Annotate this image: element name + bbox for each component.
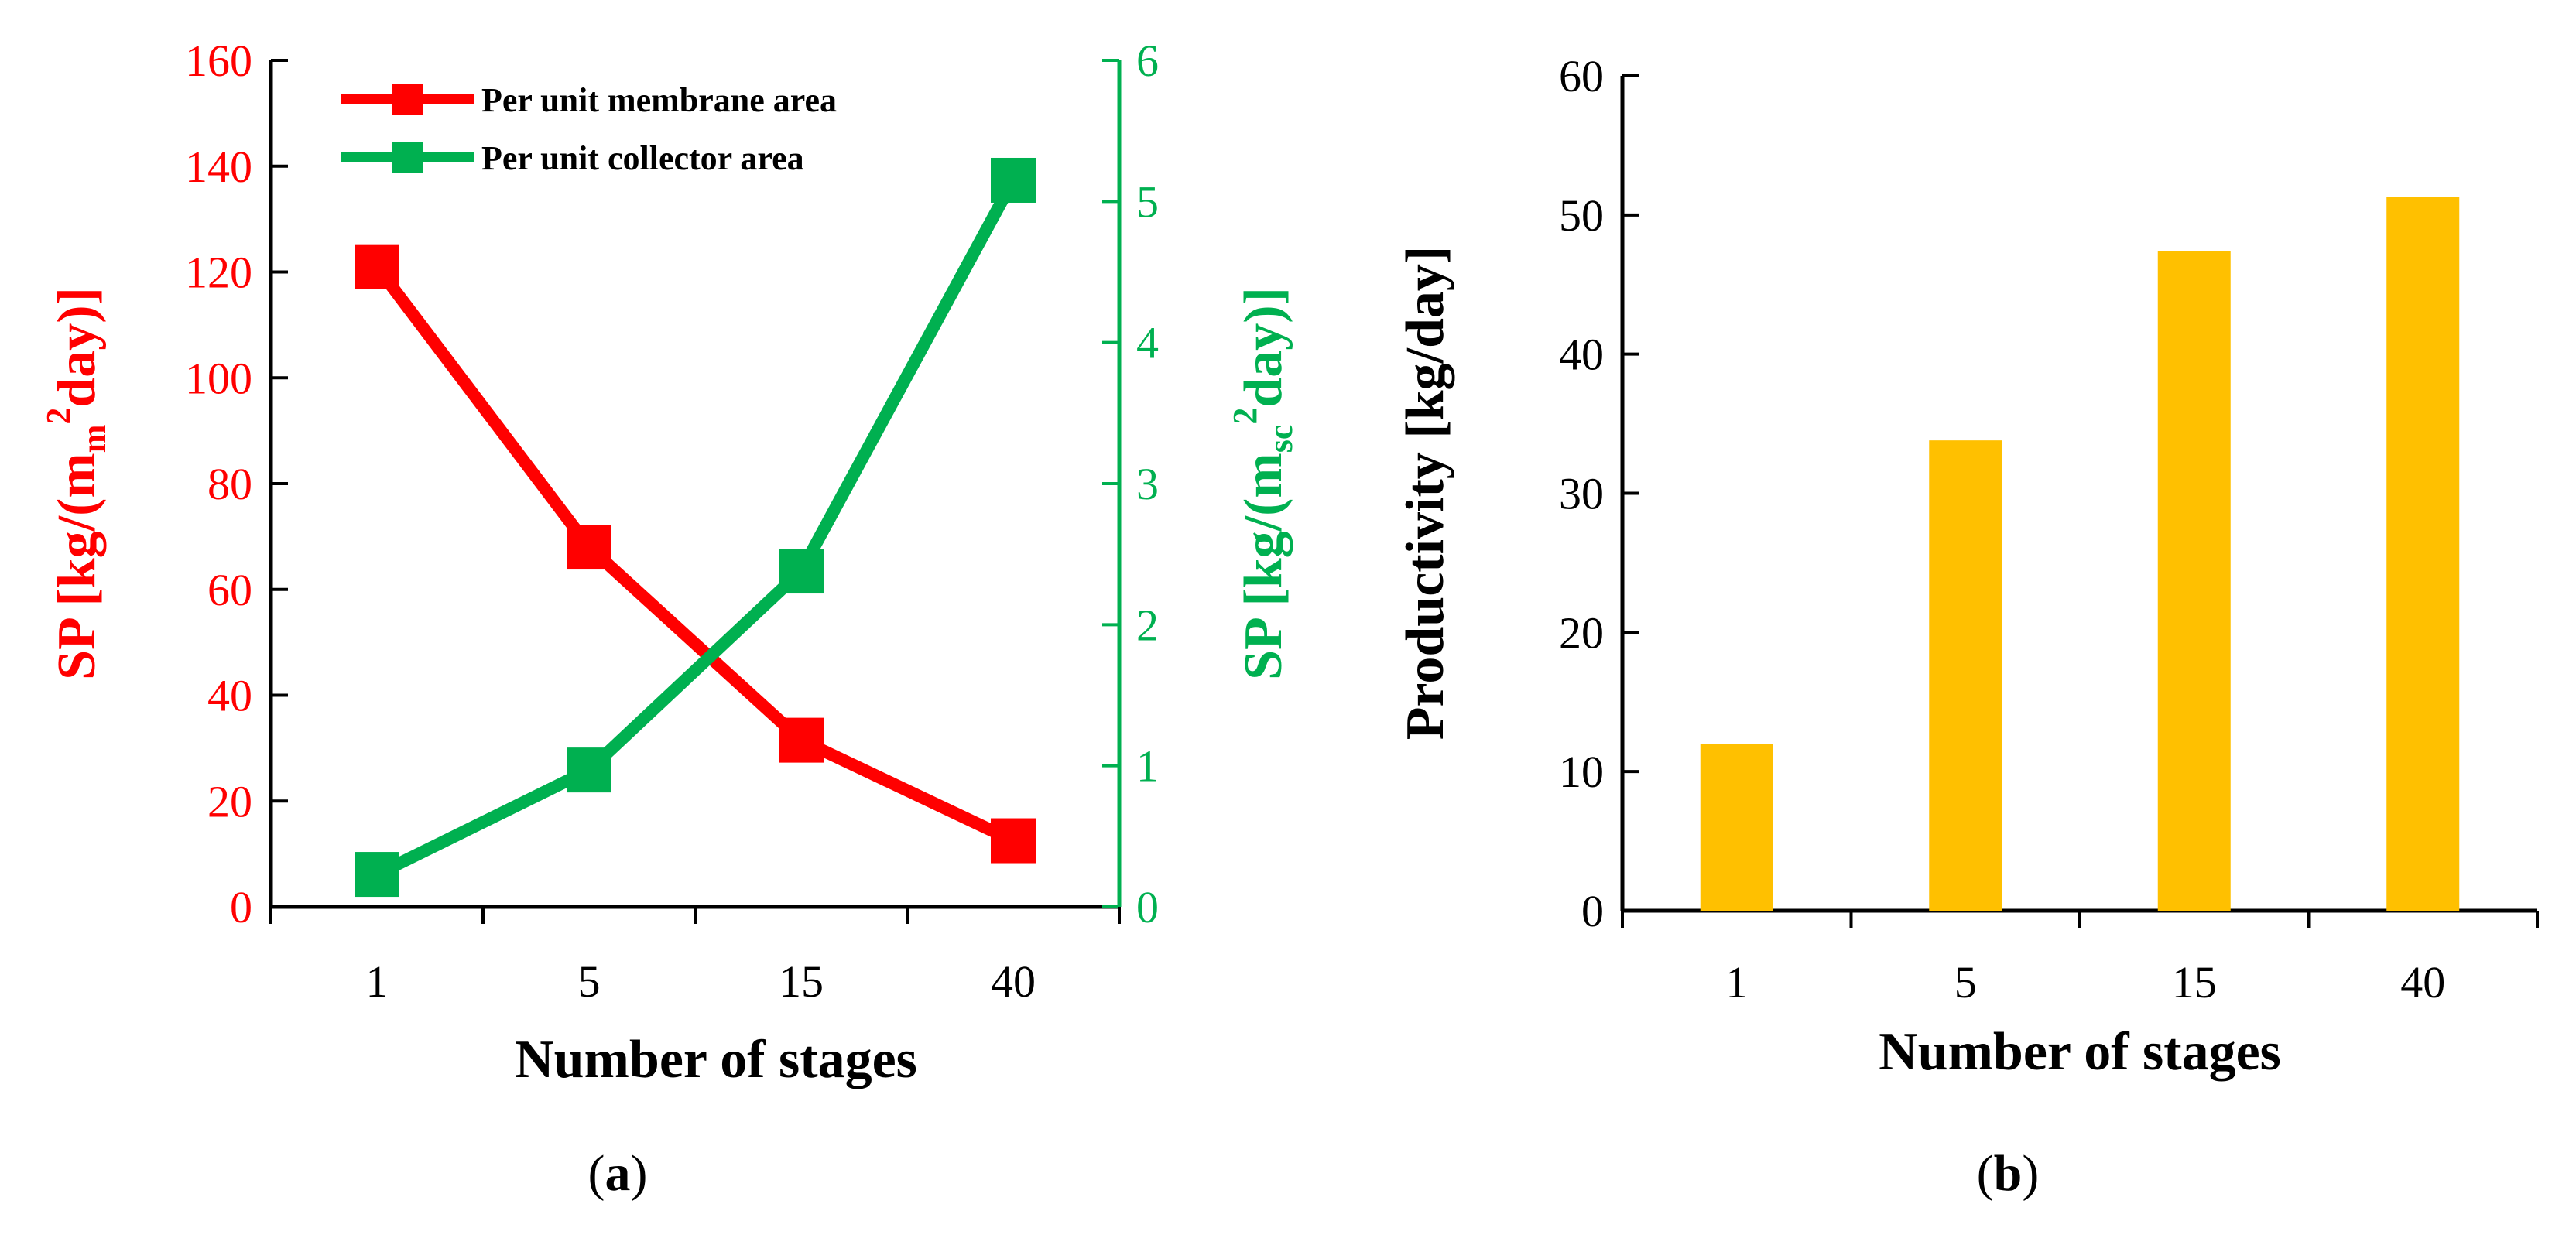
panel-b-label: (b) bbox=[1977, 1145, 2040, 1202]
panel-a-label-open: ( bbox=[588, 1145, 605, 1202]
panel-b-label-letter: b bbox=[1994, 1145, 2023, 1202]
legend-label-collector: Per unit collector area bbox=[481, 139, 804, 177]
left-y-tick-label-160: 160 bbox=[185, 36, 252, 86]
panel-b-x-ticks: 1 5 15 40 bbox=[1621, 911, 2539, 1007]
panel-a-x-tick-label-5: 5 bbox=[578, 956, 601, 1007]
panel-b-y-tick-label-0: 0 bbox=[1581, 886, 1604, 936]
right-y-title-start: SP [kg/(m bbox=[1234, 453, 1293, 680]
panel-b-label-close: ) bbox=[2022, 1145, 2039, 1202]
legend-item-membrane: Per unit membrane area bbox=[341, 81, 837, 119]
series-marker-membrane-1 bbox=[355, 244, 399, 289]
left-y-title-start: SP [kg/(m bbox=[47, 453, 107, 680]
series-marker-membrane-40 bbox=[991, 818, 1036, 864]
series-marker-collector-15 bbox=[779, 549, 824, 594]
panel-b-x-tick-label-5: 5 bbox=[1954, 957, 1977, 1007]
right-y-title-sup: 2 bbox=[1226, 408, 1264, 425]
panel-b-x-axis-title: Number of stages bbox=[1879, 1022, 2281, 1082]
panel-b-y-tick-label-40: 40 bbox=[1559, 330, 1604, 380]
right-y-tick-label-4: 4 bbox=[1136, 318, 1159, 368]
left-y-tick-label-20: 20 bbox=[207, 776, 252, 826]
panel-b-x-tick-label-1: 1 bbox=[1725, 957, 1748, 1007]
legend-swatch-membrane-marker bbox=[392, 84, 423, 115]
left-y-title-sup: 2 bbox=[39, 408, 77, 425]
left-y-title-sub: m bbox=[75, 425, 113, 453]
series-line-collector bbox=[374, 177, 1019, 881]
series-marker-collector-5 bbox=[567, 747, 611, 793]
left-y-tick-label-140: 140 bbox=[185, 142, 252, 192]
legend-item-collector: Per unit collector area bbox=[341, 139, 804, 177]
legend-swatch-collector-marker bbox=[392, 142, 423, 173]
bar-1 bbox=[1700, 744, 1773, 911]
right-y-tick-label-1: 1 bbox=[1136, 741, 1159, 792]
series-marker-membrane-5 bbox=[567, 525, 611, 570]
right-y-title-sub: sc bbox=[1262, 425, 1300, 453]
panel-a-x-tick-label-1: 1 bbox=[366, 956, 389, 1007]
right-y-tick-label-3: 3 bbox=[1136, 459, 1159, 509]
left-y-tick-label-120: 120 bbox=[185, 248, 252, 298]
panel-b-label-open: ( bbox=[1977, 1145, 1994, 1202]
panel-b-x-tick-label-40: 40 bbox=[2400, 957, 2445, 1007]
series-marker-membrane-15 bbox=[779, 717, 824, 763]
series-marker-collector-1 bbox=[355, 852, 399, 898]
panel-a-x-axis-title: Number of stages bbox=[515, 1030, 917, 1089]
series-line-membrane bbox=[372, 262, 1016, 847]
panel-a-left-y-axis-title: SP [kg/(mm2day)] bbox=[39, 287, 113, 680]
left-y-title-end: day)] bbox=[47, 287, 107, 408]
panel-b-y-tick-label-10: 10 bbox=[1559, 747, 1604, 797]
panel-a-label-close: ) bbox=[631, 1145, 648, 1202]
series-marker-collector-40 bbox=[991, 157, 1036, 203]
right-y-title-end: day)] bbox=[1234, 287, 1293, 408]
legend-label-membrane: Per unit membrane area bbox=[481, 81, 837, 119]
panel-a-x-tick-label-15: 15 bbox=[779, 956, 824, 1007]
left-y-tick-label-0: 0 bbox=[230, 882, 252, 932]
panel-a-right-ticks: 0 1 2 3 4 5 6 bbox=[1102, 36, 1159, 932]
bar-40 bbox=[2386, 197, 2460, 911]
panel-b-y-axis-title: Productivity [kg/day] bbox=[1396, 246, 1455, 740]
panel-b-y-tick-label-50: 50 bbox=[1559, 190, 1604, 241]
right-y-tick-label-6: 6 bbox=[1136, 36, 1159, 86]
panel-b-y-tick-label-30: 30 bbox=[1559, 469, 1604, 519]
panel-a-left-ticks: 0 20 40 60 80 100 120 140 160 bbox=[185, 36, 288, 932]
left-y-tick-label-100: 100 bbox=[185, 353, 252, 403]
bar-5 bbox=[1929, 440, 2002, 911]
panel-a-right-y-axis-title: SP [kg/(msc2day)] bbox=[1226, 287, 1300, 680]
panel-a-label-letter: a bbox=[605, 1145, 631, 1202]
panel-b-y-tick-label-60: 60 bbox=[1559, 51, 1604, 101]
left-y-tick-label-60: 60 bbox=[207, 565, 252, 615]
panel-a-label: (a) bbox=[588, 1145, 648, 1202]
panel-a-x-tick-label-40: 40 bbox=[991, 956, 1036, 1007]
left-y-tick-label-80: 80 bbox=[207, 459, 252, 509]
panel-a-x-ticks: 1 5 15 40 bbox=[269, 907, 1121, 1007]
panel-b-bars bbox=[1700, 197, 2460, 912]
left-y-tick-label-40: 40 bbox=[207, 671, 252, 721]
panel-b-x-tick-label-15: 15 bbox=[2172, 957, 2217, 1007]
right-y-tick-label-0: 0 bbox=[1136, 882, 1159, 932]
panel-a-legend: Per unit membrane area Per unit collecto… bbox=[341, 81, 837, 177]
panel-b-y-tick-label-20: 20 bbox=[1559, 607, 1604, 658]
bar-15 bbox=[2157, 251, 2231, 912]
right-y-tick-label-5: 5 bbox=[1136, 176, 1159, 227]
panel-b-y-ticks: 0 10 20 30 40 50 60 bbox=[1559, 51, 1639, 936]
panel-a-series bbox=[355, 157, 1036, 898]
right-y-tick-label-2: 2 bbox=[1136, 600, 1159, 650]
